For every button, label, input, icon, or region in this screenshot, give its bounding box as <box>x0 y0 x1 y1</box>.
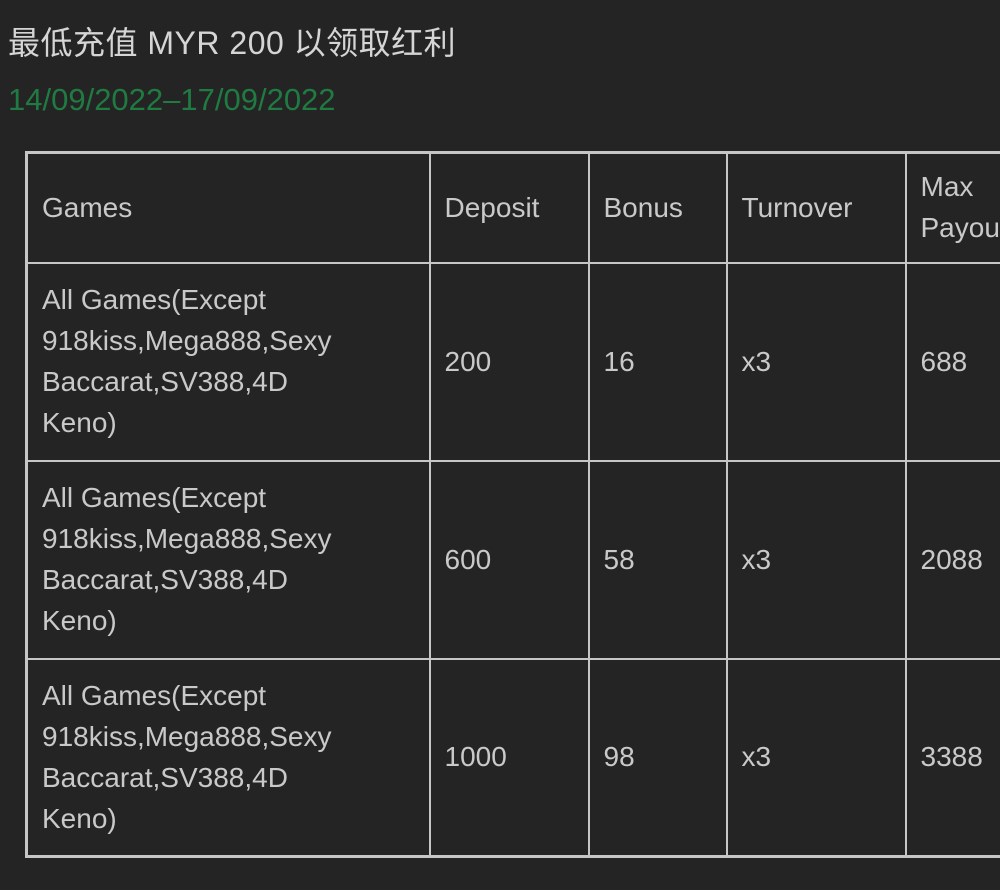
cell-bonus: 58 <box>587 459 728 660</box>
promo-date-range: 14/09/2022–17/09/2022 <box>8 81 336 117</box>
cell-deposit: 200 <box>428 261 590 462</box>
cell-deposit: 600 <box>428 459 590 660</box>
column-header-turnover: Turnover <box>725 151 907 264</box>
cell-bonus: 16 <box>587 261 728 462</box>
promo-header: 最低充值 MYR 200 以领取红利 14/09/2022–17/09/2022 <box>0 0 1000 117</box>
table-row: All Games(Except 918kiss,Mega888,Sexy Ba… <box>25 657 1000 858</box>
column-header-games: Games <box>25 151 431 264</box>
cell-bonus: 98 <box>587 657 728 858</box>
column-header-max-payout: Max Payout <box>904 151 1000 264</box>
column-header-deposit: Deposit <box>428 151 590 264</box>
cell-turnover: x3 <box>725 657 907 858</box>
cell-games: All Games(Except 918kiss,Mega888,Sexy Ba… <box>25 261 431 462</box>
cell-max-payout: 688 <box>904 261 1000 462</box>
promo-bonus-table: Games Deposit Bonus Turnover Max Payout … <box>25 151 1000 859</box>
column-header-bonus: Bonus <box>587 151 728 264</box>
table-header-row: Games Deposit Bonus Turnover Max Payout <box>25 151 1000 264</box>
cell-turnover: x3 <box>725 459 907 660</box>
cell-turnover: x3 <box>725 261 907 462</box>
table-row: All Games(Except 918kiss,Mega888,Sexy Ba… <box>25 261 1000 462</box>
page-title: 最低充值 MYR 200 以领取红利 <box>8 25 457 61</box>
games-text: All Games(Except 918kiss,Mega888,Sexy Ba… <box>42 482 332 636</box>
cell-games: All Games(Except 918kiss,Mega888,Sexy Ba… <box>25 657 431 858</box>
cell-deposit: 1000 <box>428 657 590 858</box>
games-text: All Games(Except 918kiss,Mega888,Sexy Ba… <box>42 679 332 834</box>
cell-max-payout: 2088 <box>904 459 1000 660</box>
cell-max-payout: 3388 <box>904 657 1000 858</box>
cell-games: All Games(Except 918kiss,Mega888,Sexy Ba… <box>25 459 431 660</box>
games-text: All Games(Except 918kiss,Mega888,Sexy Ba… <box>42 284 332 438</box>
table-row: All Games(Except 918kiss,Mega888,Sexy Ba… <box>25 459 1000 660</box>
